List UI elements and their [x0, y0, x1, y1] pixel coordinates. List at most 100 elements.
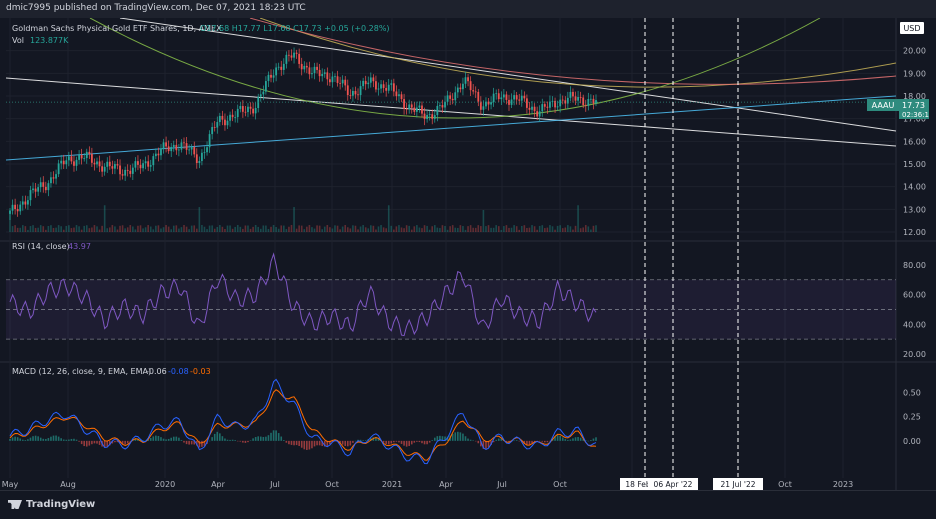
- volume-bar: [162, 227, 165, 232]
- volume-bar: [336, 225, 339, 232]
- candle-body: [464, 77, 467, 84]
- tradingview-logo-icon: [8, 500, 22, 509]
- candle-body: [259, 94, 262, 97]
- candle-body: [264, 81, 267, 92]
- macd-histogram-bar: [346, 440, 349, 447]
- price-axis[interactable]: 20.00 19.00 18.00 17.00 16.00 15.00 14.00 13.00…: [903, 47, 926, 446]
- volume-bar: [556, 225, 559, 232]
- volume-bar: [536, 229, 538, 232]
- volume-bar: [167, 226, 170, 232]
- tradingview-logo[interactable]: TradingView: [8, 499, 95, 510]
- candle-body: [39, 182, 42, 188]
- volume-bar: [482, 209, 485, 232]
- rsi-pane[interactable]: [6, 252, 896, 340]
- volume-bar: [421, 228, 423, 232]
- candle-body: [275, 67, 278, 76]
- macd-histogram-bar: [19, 438, 22, 441]
- candle-body: [357, 94, 359, 96]
- macd-histogram-bar: [139, 439, 142, 441]
- macd-histogram-bar: [16, 437, 19, 441]
- candle-body: [93, 162, 96, 165]
- volume-bar: [134, 229, 137, 232]
- macd-histogram-bar: [75, 439, 78, 441]
- macd-histogram-bar: [497, 438, 500, 441]
- macd-histogram-bar: [569, 439, 572, 441]
- candle-body: [229, 114, 231, 121]
- macd-histogram-bar: [334, 440, 336, 442]
- macd-histogram-bar: [546, 440, 549, 443]
- volume-value: 123.877K: [30, 36, 69, 45]
- volume-bar: [16, 227, 19, 232]
- volume-bar: [433, 225, 436, 232]
- macd-histogram-bar: [47, 438, 50, 441]
- macd-histogram-bar: [590, 440, 592, 441]
- macd-pane[interactable]: [9, 378, 597, 465]
- macd-histogram-bar: [198, 440, 201, 448]
- brand-name: TradingView: [26, 499, 96, 510]
- volume-bar: [39, 225, 42, 232]
- volume-bar: [275, 226, 277, 232]
- macd-histogram-bar: [300, 440, 303, 448]
- macd-histogram-bar: [393, 440, 395, 443]
- macd-histogram-bar: [308, 440, 311, 450]
- volume-bar: [32, 225, 34, 232]
- candle-body: [121, 174, 124, 176]
- macd-histogram-bar: [213, 433, 216, 441]
- macd-histogram-bar: [339, 440, 341, 443]
- macd-histogram-bar: [229, 439, 231, 441]
- candle-body: [32, 188, 34, 191]
- price-pane[interactable]: [6, 47, 896, 232]
- candle-body: [303, 65, 306, 70]
- macd-histogram-bar: [377, 438, 380, 441]
- macd-histogram-bar: [382, 440, 385, 443]
- macd-histogram-bar: [193, 440, 196, 445]
- macd-histogram-bar: [541, 440, 544, 442]
- volume-bar: [190, 225, 193, 232]
- macd-histogram-bar: [134, 438, 137, 441]
- macd-histogram-bar: [231, 439, 234, 441]
- macd-histogram-bar: [318, 440, 321, 446]
- macd-histogram-bar: [431, 440, 434, 441]
- macd-histogram-bar: [149, 438, 152, 441]
- volume-bar: [495, 225, 498, 232]
- volume-bar: [469, 225, 472, 232]
- volume-bar: [303, 229, 306, 232]
- macd-histogram-bar: [257, 436, 260, 441]
- time-tick-label: Apr: [439, 480, 454, 489]
- candle-body: [369, 77, 372, 83]
- price-tick-label: 12.00: [903, 228, 926, 237]
- candle-body: [75, 159, 78, 166]
- candle-body: [456, 87, 459, 93]
- macd-histogram-bar: [32, 436, 34, 441]
- macd-histogram-bar: [236, 440, 239, 442]
- volume-bar: [147, 225, 149, 232]
- candle-body: [11, 204, 14, 211]
- candle-body: [423, 113, 426, 120]
- chart-svg[interactable]: 20.00 19.00 18.00 17.00 16.00 15.00 14.00 13.00…: [0, 17, 936, 490]
- candle-body: [106, 161, 109, 167]
- macd-histogram-bar: [96, 440, 98, 444]
- macd-histogram-bar: [249, 440, 252, 441]
- volume-bar: [492, 227, 495, 232]
- candle-body: [487, 101, 490, 105]
- macd-histogram-bar: [208, 440, 211, 442]
- volume-bar: [551, 226, 554, 232]
- volume-bar: [451, 225, 454, 232]
- last-price-tag: [899, 99, 929, 119]
- volume-bar: [101, 225, 103, 232]
- macd-histogram-bar: [196, 440, 198, 446]
- candle-body: [236, 108, 239, 118]
- macd-histogram-bar: [359, 439, 362, 441]
- candle-body: [244, 111, 247, 113]
- volume-bar: [459, 225, 462, 232]
- volume-bar: [441, 225, 444, 232]
- volume-bar: [24, 226, 27, 232]
- chart-container[interactable]: 20.00 19.00 18.00 17.00 16.00 15.00 14.00 13.00…: [0, 17, 936, 490]
- candle-body: [73, 161, 75, 166]
- volume-bar: [403, 228, 405, 232]
- volume-bar: [380, 225, 382, 232]
- volume-bar: [221, 226, 224, 232]
- candle-body: [116, 164, 119, 166]
- macd-histogram-bar: [185, 440, 188, 445]
- volume-bar: [533, 226, 536, 232]
